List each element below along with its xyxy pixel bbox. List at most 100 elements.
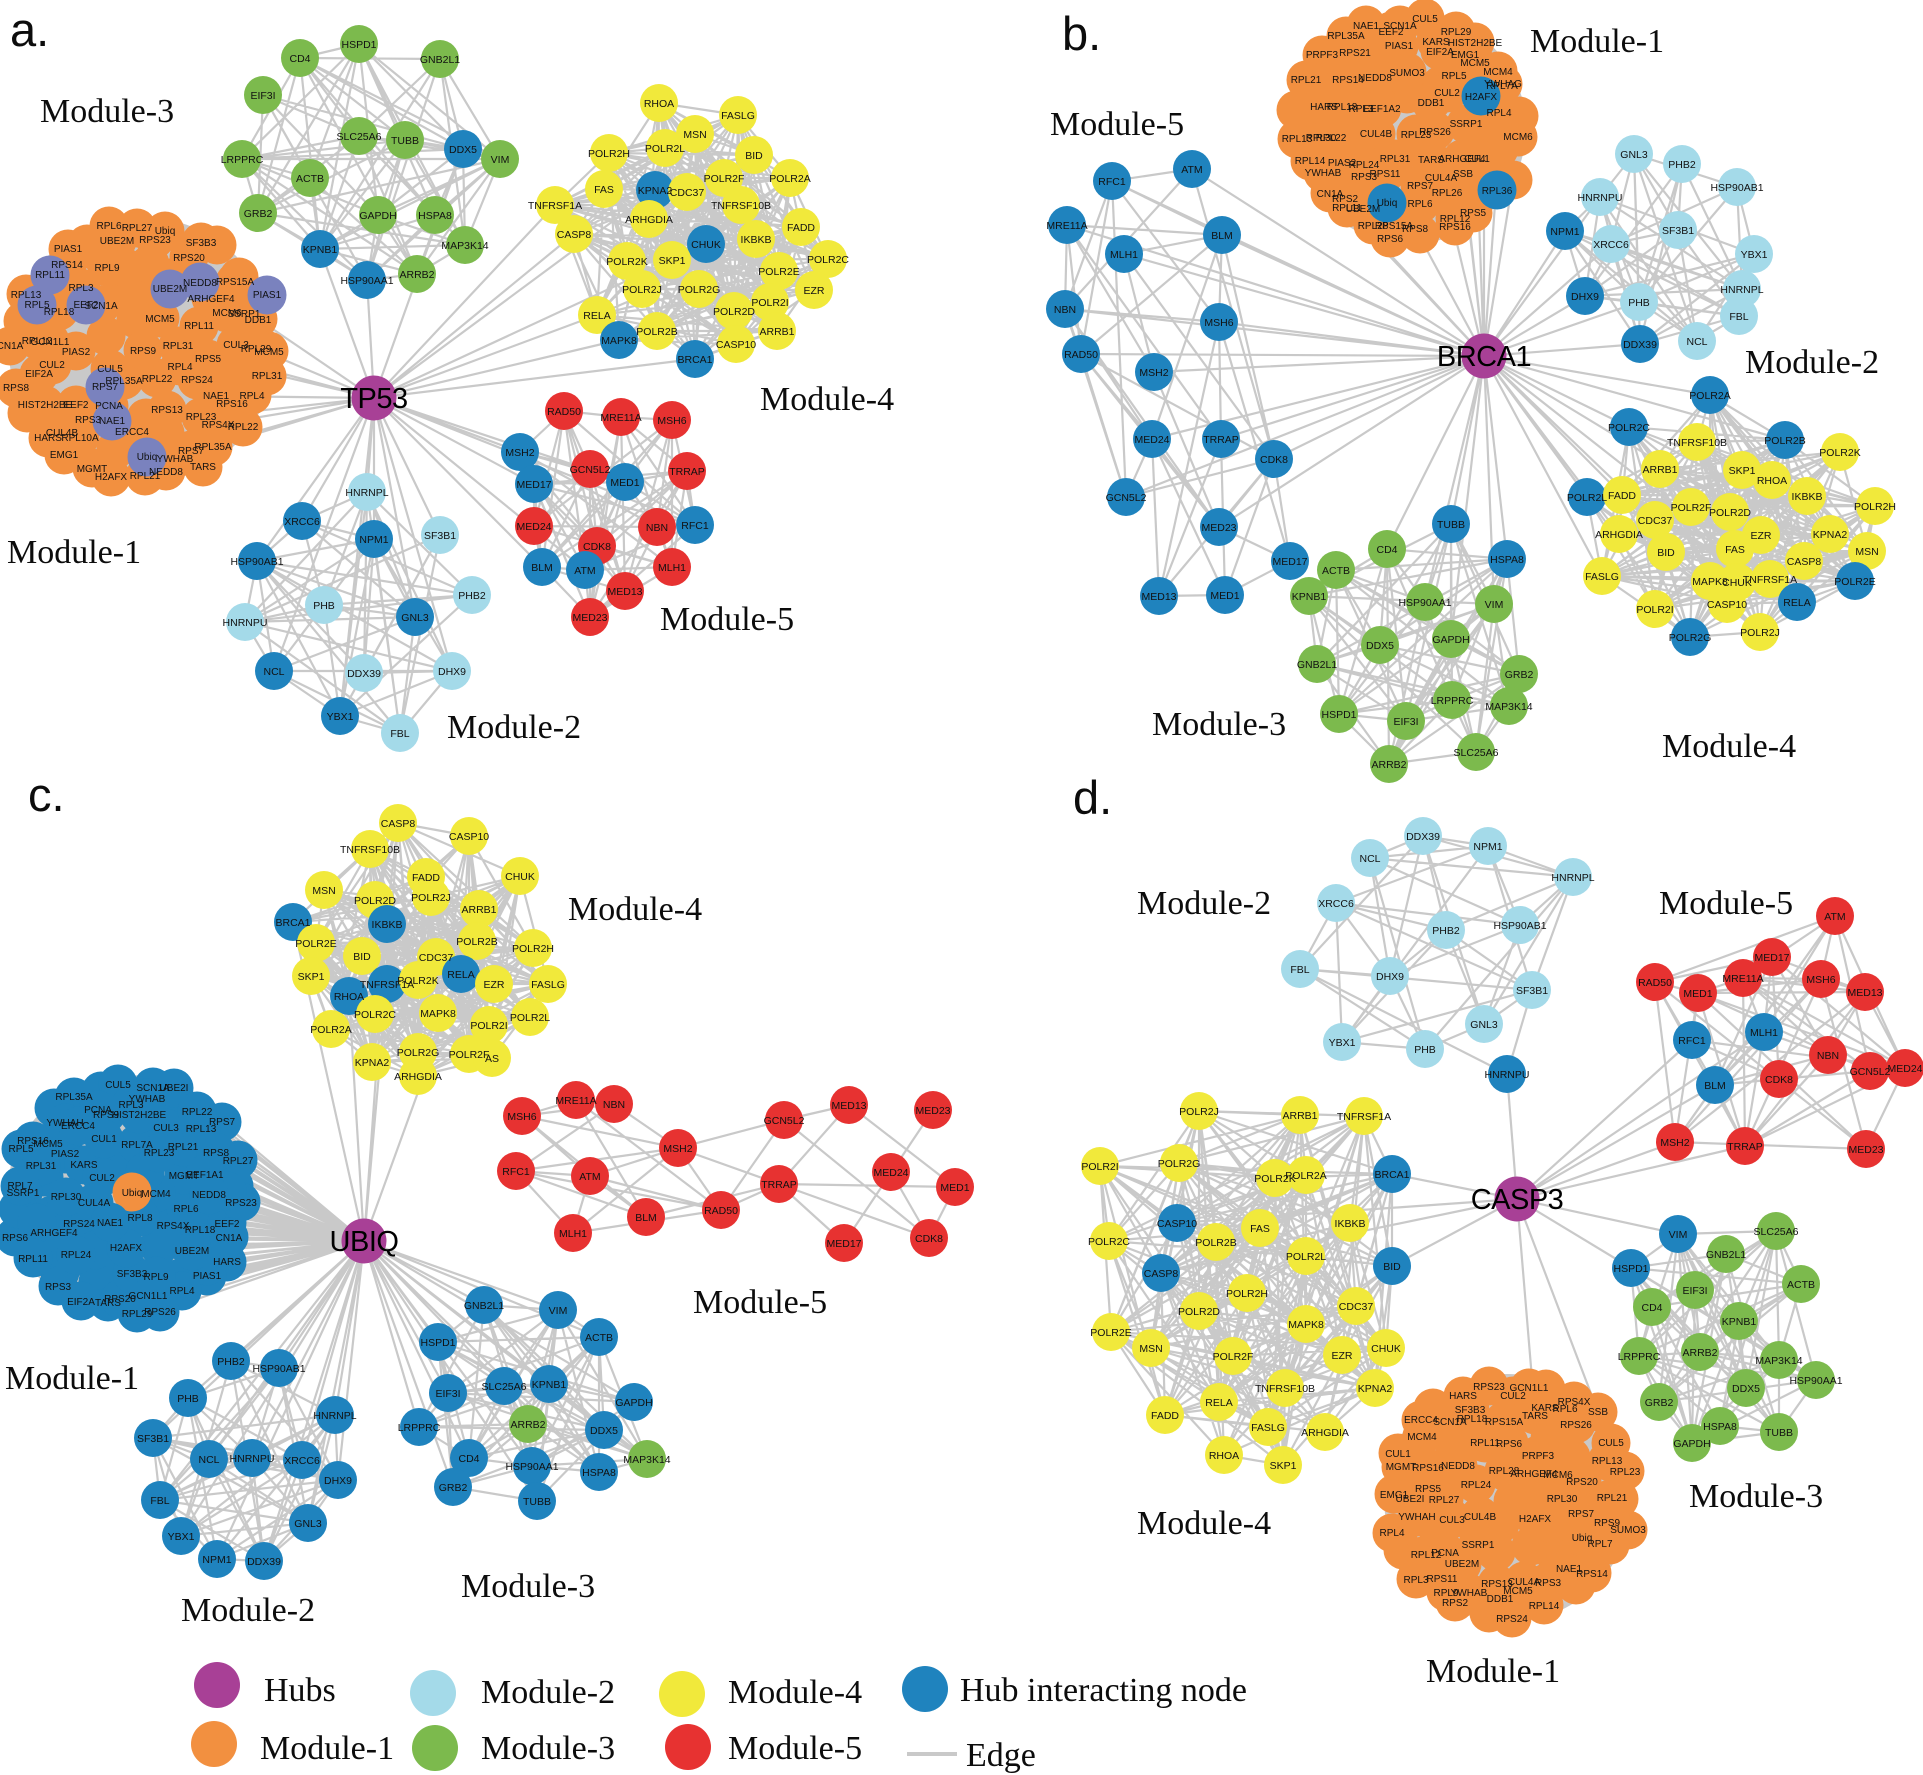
svg-text:NBN: NBN	[1817, 1050, 1839, 1062]
svg-text:RPL18: RPL18	[1457, 1414, 1488, 1425]
svg-text:ARHGDIA: ARHGDIA	[394, 1071, 442, 1083]
svg-text:POLR2G: POLR2G	[1669, 632, 1712, 644]
svg-text:RPL24: RPL24	[1349, 160, 1380, 171]
svg-text:GCN1L1: GCN1L1	[129, 1291, 168, 1302]
svg-text:POLR2H: POLR2H	[1854, 501, 1896, 513]
svg-text:RPS23: RPS23	[225, 1198, 257, 1209]
svg-text:XRCC6: XRCC6	[1318, 898, 1354, 910]
svg-text:RPL12: RPL12	[1411, 1550, 1442, 1561]
svg-text:RPL22: RPL22	[182, 1107, 213, 1118]
svg-text:RAD50: RAD50	[1064, 349, 1098, 361]
svg-text:CUL2: CUL2	[1500, 1391, 1526, 1402]
svg-text:ARHGDIA: ARHGDIA	[1595, 529, 1643, 541]
svg-text:HARS: HARS	[213, 1257, 241, 1268]
svg-text:SCN1A: SCN1A	[136, 1083, 170, 1094]
svg-text:H2AFX: H2AFX	[110, 1243, 143, 1254]
svg-text:FADD: FADD	[1608, 490, 1636, 502]
svg-text:DDX39: DDX39	[1623, 339, 1657, 351]
svg-text:MED17: MED17	[516, 479, 551, 491]
svg-text:NPM1: NPM1	[202, 1554, 231, 1566]
svg-text:EIF2A: EIF2A	[67, 1297, 95, 1308]
svg-text:BRCA1: BRCA1	[275, 917, 310, 929]
svg-text:DDX5: DDX5	[449, 144, 477, 156]
svg-text:ACTB: ACTB	[585, 1332, 613, 1344]
svg-text:TUBB: TUBB	[1765, 1427, 1793, 1439]
svg-text:MCM6: MCM6	[1503, 132, 1533, 143]
svg-text:MCM4: MCM4	[1483, 67, 1513, 78]
svg-text:POLR2H: POLR2H	[1226, 1288, 1268, 1300]
svg-text:HIST2H2BE: HIST2H2BE	[112, 1110, 167, 1121]
svg-text:MRE11A: MRE11A	[1046, 220, 1087, 232]
svg-text:CASP8: CASP8	[1787, 556, 1822, 568]
svg-text:POLR2F: POLR2F	[1671, 502, 1712, 514]
svg-text:GRB2: GRB2	[244, 208, 273, 220]
svg-text:PHB: PHB	[1628, 297, 1650, 309]
svg-text:POLR2K: POLR2K	[1254, 1173, 1295, 1185]
svg-text:PHB2: PHB2	[458, 590, 486, 602]
svg-text:RPL13: RPL13	[1282, 134, 1313, 145]
svg-text:Module-2: Module-2	[481, 1674, 615, 1711]
svg-text:GAPDH: GAPDH	[1673, 1438, 1710, 1450]
svg-text:TNFRSF10B: TNFRSF10B	[1667, 437, 1727, 449]
svg-text:MCM5: MCM5	[145, 314, 175, 325]
svg-text:CUL1: CUL1	[91, 1134, 117, 1145]
svg-text:Module-5: Module-5	[1659, 885, 1793, 922]
svg-text:VIM: VIM	[1485, 599, 1504, 611]
svg-text:NEDD8: NEDD8	[1441, 1461, 1475, 1472]
svg-text:SKP1: SKP1	[1729, 465, 1756, 477]
svg-text:RPS20: RPS20	[1566, 1477, 1598, 1488]
svg-text:RPS15A: RPS15A	[216, 277, 255, 288]
svg-text:SUMO3: SUMO3	[1610, 1525, 1646, 1536]
svg-text:MED23: MED23	[1201, 522, 1236, 534]
svg-text:VIM: VIM	[549, 1305, 568, 1317]
svg-text:RPS24: RPS24	[181, 375, 213, 386]
svg-text:Module-5: Module-5	[660, 601, 794, 638]
svg-text:H2AFX: H2AFX	[1519, 1514, 1552, 1525]
svg-text:MED1: MED1	[610, 477, 639, 489]
svg-text:MSH2: MSH2	[1660, 1137, 1689, 1149]
svg-text:SF3B3: SF3B3	[117, 1269, 148, 1280]
svg-text:MED23: MED23	[572, 612, 607, 624]
svg-text:CDK8: CDK8	[1260, 454, 1288, 466]
svg-text:RPL3: RPL3	[118, 1100, 143, 1111]
svg-text:CN1A: CN1A	[216, 1233, 243, 1244]
svg-text:RPL13: RPL13	[186, 1124, 217, 1135]
svg-text:PIAS2: PIAS2	[1328, 158, 1357, 169]
svg-text:Ubiq: Ubiq	[122, 1188, 143, 1199]
svg-text:PIAS2: PIAS2	[51, 1149, 80, 1160]
svg-text:HARS: HARS	[1449, 1391, 1477, 1402]
svg-text:ATM: ATM	[574, 565, 595, 577]
svg-text:YWHAB: YWHAB	[129, 1094, 166, 1105]
svg-text:SF3B1: SF3B1	[137, 1433, 169, 1445]
svg-text:RPL21: RPL21	[168, 1142, 199, 1153]
svg-text:RPS7: RPS7	[92, 382, 119, 393]
svg-text:SF3B3: SF3B3	[1455, 1405, 1486, 1416]
svg-text:UBE2I: UBE2I	[1396, 1494, 1425, 1505]
svg-text:Module-4: Module-4	[1662, 728, 1796, 765]
svg-text:RPS14: RPS14	[1332, 75, 1364, 86]
svg-text:TRRAP: TRRAP	[1203, 434, 1239, 446]
svg-text:POLR2I: POLR2I	[1636, 604, 1673, 616]
svg-text:UBE2I: UBE2I	[160, 1083, 189, 1094]
svg-text:b.: b.	[1062, 7, 1101, 60]
svg-text:Ubiq: Ubiq	[137, 452, 158, 463]
svg-text:SF3B1: SF3B1	[1662, 225, 1694, 237]
svg-text:KPNB1: KPNB1	[303, 244, 338, 256]
svg-text:POLR2L: POLR2L	[1286, 1251, 1326, 1263]
svg-text:RPS5: RPS5	[1415, 1484, 1442, 1495]
svg-text:EEF2: EEF2	[214, 1219, 239, 1230]
svg-text:DDB1: DDB1	[1418, 98, 1445, 109]
svg-text:PHB2: PHB2	[1432, 925, 1460, 937]
svg-text:PIAS1: PIAS1	[193, 1271, 222, 1282]
svg-text:RPS13: RPS13	[151, 405, 183, 416]
svg-text:BRCA1: BRCA1	[1374, 1169, 1409, 1181]
svg-text:KPNA2: KPNA2	[355, 1057, 390, 1069]
svg-text:CUL5: CUL5	[1598, 1438, 1624, 1449]
svg-text:GNL3: GNL3	[294, 1518, 322, 1530]
svg-text:TNFRSF10B: TNFRSF10B	[1255, 1383, 1315, 1395]
svg-text:PIAS2: PIAS2	[62, 347, 91, 358]
svg-text:CASP3: CASP3	[1471, 1184, 1564, 1216]
svg-text:TARS: TARS	[1522, 1411, 1548, 1422]
svg-text:POLR2B: POLR2B	[456, 936, 497, 948]
svg-text:EMG1: EMG1	[1451, 50, 1480, 61]
